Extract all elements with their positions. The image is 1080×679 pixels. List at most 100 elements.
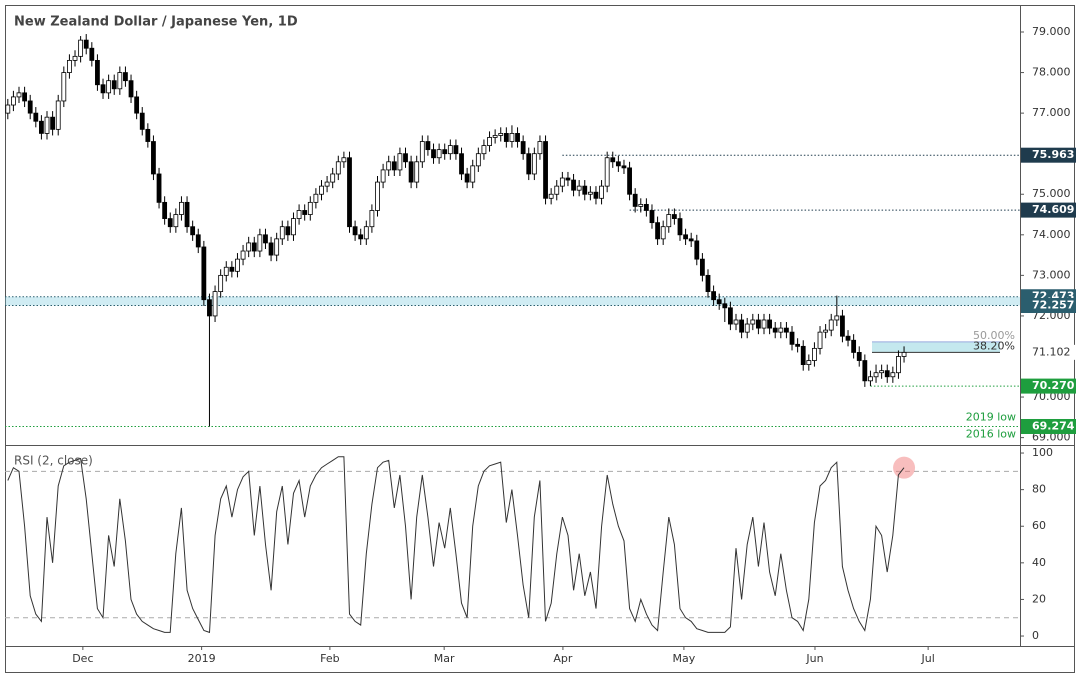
level-label: 75.963 [1032,148,1074,161]
candle-body [817,331,823,349]
candle-body [352,226,358,236]
fib-zone [872,341,1000,353]
candle-body [896,356,901,374]
candle-body [487,137,492,146]
candle-body [431,149,436,159]
candle-body [442,149,448,155]
rsi-y-tick-label: 20 [1032,592,1046,605]
candle-body [621,165,627,169]
y-tick-label: 79.000 [1032,25,1071,38]
candle-body [78,39,84,57]
candle-body [728,307,733,325]
level-label-bg [1021,147,1076,163]
level-label: 74.609 [1032,203,1074,216]
candle-body [789,331,795,345]
candle-body [643,203,649,211]
candle-body [55,100,61,130]
candle-body [733,319,739,325]
candle-body [610,157,616,163]
candle-body [313,193,319,203]
y-tick-label: 78.000 [1032,66,1071,79]
candle-body [419,141,425,163]
zone [5,296,1020,306]
candle-body [285,226,291,236]
candle-body [503,133,509,142]
fib-label: 50.00% [973,329,1015,342]
candle-body [543,141,548,199]
level-label-bg [1021,202,1076,218]
candle-body [571,179,576,191]
candle-body [526,153,532,175]
x-tick-label: Jul [920,652,934,665]
candle-body [369,210,375,228]
x-tick-label: Dec [72,652,93,665]
level-label-bg [1021,298,1076,314]
candle-body [879,370,885,374]
candle-body [263,234,268,244]
candle-body [83,39,89,49]
frame [5,5,1075,673]
candle-body [319,185,324,195]
candle-body [274,238,280,256]
candle-body [901,352,907,357]
candle-body [156,173,162,203]
rsi-y-tick-label: 60 [1032,519,1046,532]
candle-body [291,218,296,236]
x-tick-label: Jun [805,652,823,665]
candle-body [823,329,829,333]
y-tick-label: 73.000 [1032,268,1071,281]
candle-body [218,274,224,292]
candle-body [699,258,705,276]
candle-body [95,60,100,86]
candle-body [358,234,364,240]
candle-body [509,133,515,142]
candle-body [257,234,263,252]
candle-body [498,133,504,136]
candle-body [492,135,498,138]
candle-body [229,266,235,272]
candle-body [212,291,218,317]
candle-body [666,214,672,228]
candle-body [784,327,789,333]
candle-body [123,72,128,82]
candle-body [151,141,156,175]
y-tick-label: 77.000 [1032,106,1071,119]
candle-body [240,250,246,260]
candle-body [414,161,420,183]
candle-body [845,335,851,341]
candle-body [195,234,201,248]
candle-body [459,153,464,175]
candle-body [739,319,745,333]
candle-body [16,92,22,98]
candle-body [100,84,106,94]
candle-body [767,319,773,329]
candle-body [425,141,431,151]
candle-body [632,193,638,207]
candle-body [515,133,520,142]
candle-body [335,161,341,175]
candle-body [307,201,313,215]
candle-body [27,100,33,114]
candle-body [268,242,274,256]
x-tick-label: 2019 [188,652,216,665]
rsi-y-tick-label: 0 [1032,629,1039,642]
candle-body [531,153,537,175]
candle-body [391,161,397,171]
candle-body [106,80,112,94]
candle-body [576,185,582,191]
candle-body [162,201,168,219]
candle-body [795,343,801,347]
candle-body [235,258,240,272]
candle-body [33,112,39,122]
last-price-label: 71.102 [1032,345,1071,358]
candle-body [722,303,728,309]
chart-title: New Zealand Dollar / Japanese Yen, 1D [14,15,298,30]
candle-body [800,345,806,365]
candle-body [145,128,151,142]
candle-body [397,153,403,171]
candle-body [363,226,369,240]
level-label-bg [1021,418,1076,434]
rsi-y-tick-label: 80 [1032,483,1046,496]
candle-body [246,242,252,252]
